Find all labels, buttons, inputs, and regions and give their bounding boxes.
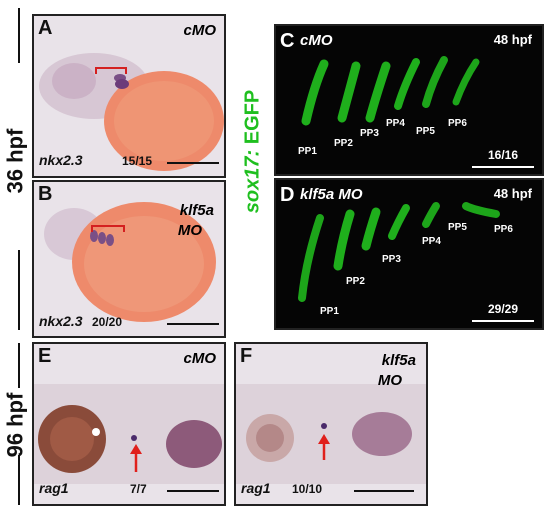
thymus-stain-e — [131, 435, 137, 441]
scale-bar-c — [472, 166, 534, 168]
condition-d: klf5a MO — [300, 186, 363, 203]
gene-e: rag1 — [39, 480, 69, 496]
arch-label-d: PP5 — [448, 222, 467, 233]
embryo-image-b — [44, 202, 216, 322]
stage-label-36hpf: 36 hpf — [2, 128, 28, 194]
thymus-stain-f — [321, 423, 327, 429]
condition-f-line1: klf5a — [381, 352, 416, 369]
scale-bar-f — [354, 490, 414, 492]
condition-a: cMO — [183, 22, 216, 39]
scale-bar-a — [167, 162, 219, 164]
gene-f: rag1 — [241, 480, 271, 496]
panel-b: B klf5a MO nkx2.3 20/20 — [32, 180, 226, 338]
panel-c: C cMO 48 hpf PP1 PP2 PP3 PP4 PP5 PP6 16/… — [274, 24, 544, 176]
count-b: 20/20 — [92, 315, 123, 329]
pharyngeal-stain-a — [115, 79, 129, 89]
arch-label-d: PP3 — [382, 254, 401, 265]
count-f: 10/10 — [292, 482, 323, 496]
marker-label: sox17: EGFP — [242, 77, 265, 227]
arch-label-d: PP4 — [422, 236, 441, 247]
embryo-image-e — [34, 384, 224, 484]
marker-label-prefix: sox17: — [241, 149, 264, 214]
arrow-e — [130, 444, 142, 454]
fluorescence-image-c — [301, 56, 480, 126]
embryo-image-a — [39, 53, 224, 171]
panel-a: A cMO nkx2.3 15/15 — [32, 14, 226, 178]
scale-bar-d — [472, 320, 534, 322]
marker-label-suffix: EGFP — [241, 89, 264, 150]
panel-d: D klf5a MO 48 hpf PP1 PP2 PP3 PP4 PP5 PP… — [274, 178, 544, 330]
panel-letter-f: F — [240, 345, 253, 367]
stage-line-bottom — [18, 343, 20, 388]
fluorescence-image-d — [298, 202, 500, 302]
scale-bar-b — [167, 323, 219, 325]
condition-c: cMO — [300, 32, 333, 49]
arrow-f — [318, 434, 330, 444]
arch-label-c: PP5 — [416, 126, 435, 137]
stage-line-top — [18, 8, 20, 63]
condition-f-line2: MO — [377, 372, 402, 389]
count-a: 15/15 — [122, 154, 153, 168]
condition-b-line1: klf5a — [179, 202, 214, 219]
bracket-b — [91, 225, 125, 232]
stage-label-96hpf: 96 hpf — [2, 392, 28, 458]
count-d: 29/29 — [488, 302, 519, 316]
panel-letter-c: C — [280, 30, 295, 52]
panel-letter-a: A — [38, 17, 53, 39]
arch-label-d: PP2 — [346, 276, 365, 287]
arch-label-c: PP2 — [334, 138, 353, 149]
arch-label-c: PP4 — [386, 118, 405, 129]
stage-d: 48 hpf — [493, 186, 532, 201]
condition-e: cMO — [183, 350, 216, 367]
stage-line-bottom-lower — [18, 455, 20, 505]
stage-c: 48 hpf — [493, 32, 532, 47]
arch-label-c: PP3 — [360, 128, 379, 139]
arch-label-d: PP6 — [494, 224, 513, 235]
arch-label-c: PP1 — [298, 146, 317, 157]
stage-line-top-lower — [18, 250, 20, 330]
count-c: 16/16 — [488, 148, 519, 162]
condition-b-line2: MO — [177, 222, 202, 239]
panel-letter-d: D — [280, 184, 295, 206]
gene-b: nkx2.3 — [39, 313, 83, 329]
gene-a: nkx2.3 — [39, 152, 83, 168]
panel-e: E cMO rag1 7/7 — [32, 342, 226, 506]
arch-label-d: PP1 — [320, 306, 339, 317]
panel-letter-b: B — [38, 183, 53, 205]
panel-letter-e: E — [38, 345, 52, 367]
count-e: 7/7 — [130, 482, 147, 496]
panel-f: F klf5a MO rag1 10/10 — [234, 342, 428, 506]
embryo-image-f — [236, 384, 426, 484]
arch-label-c: PP6 — [448, 118, 467, 129]
bracket-a — [95, 67, 127, 74]
scale-bar-e — [167, 490, 219, 492]
